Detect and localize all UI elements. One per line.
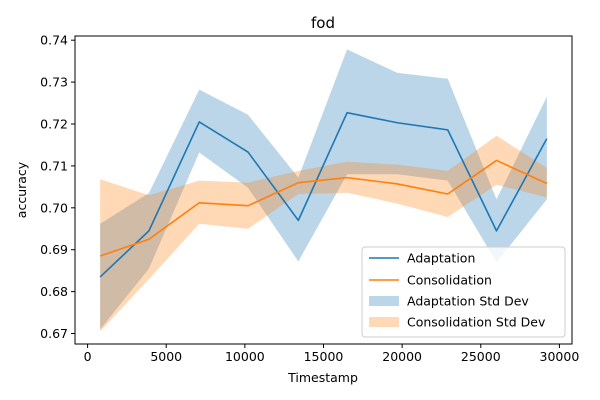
series-lines <box>99 111 548 278</box>
x-axis-ticks: 0 5000 10000 15000 20000 25000 30000 <box>84 344 580 364</box>
y-tick-label: 0.67 <box>40 326 68 341</box>
y-axis-ticks: 0.67 0.68 0.69 0.70 0.71 0.72 0.73 0.74 <box>40 33 75 341</box>
x-tick-label: 0 <box>84 349 92 364</box>
chart-title: fod <box>311 14 335 32</box>
band-adaptation-std-dev <box>100 49 547 330</box>
y-tick-label: 0.69 <box>40 242 68 257</box>
x-tick-label: 15000 <box>304 349 344 364</box>
y-tick-label: 0.73 <box>40 75 68 90</box>
band-consolidation-std-dev <box>100 135 547 332</box>
legend-label: Adaptation <box>407 251 475 266</box>
series-line-adaptation <box>99 111 548 278</box>
x-axis-label: Timestamp <box>287 370 358 385</box>
x-tick-label: 10000 <box>225 349 265 364</box>
y-tick-label: 0.72 <box>40 117 68 132</box>
legend-label: Consolidation <box>407 273 492 288</box>
x-tick-label: 5000 <box>150 349 182 364</box>
x-tick-label: 30000 <box>540 349 580 364</box>
std-dev-bands <box>100 49 547 332</box>
legend-swatch <box>369 317 399 327</box>
legend-box <box>361 246 566 338</box>
y-tick-label: 0.70 <box>40 200 68 215</box>
x-tick-label: 20000 <box>382 349 422 364</box>
y-tick-label: 0.74 <box>40 33 68 48</box>
y-tick-label: 0.71 <box>40 158 68 173</box>
legend-swatch <box>369 296 399 306</box>
x-tick-label: 25000 <box>461 349 501 364</box>
legend-label: Adaptation Std Dev <box>407 294 529 309</box>
legend-label: Consolidation Std Dev <box>407 315 546 330</box>
y-tick-label: 0.68 <box>40 284 68 299</box>
legend: Adaptation Consolidation Adaptation Std De… <box>361 246 566 338</box>
y-axis-label: accuracy <box>14 161 29 218</box>
series-line-consolidation <box>99 159 548 257</box>
